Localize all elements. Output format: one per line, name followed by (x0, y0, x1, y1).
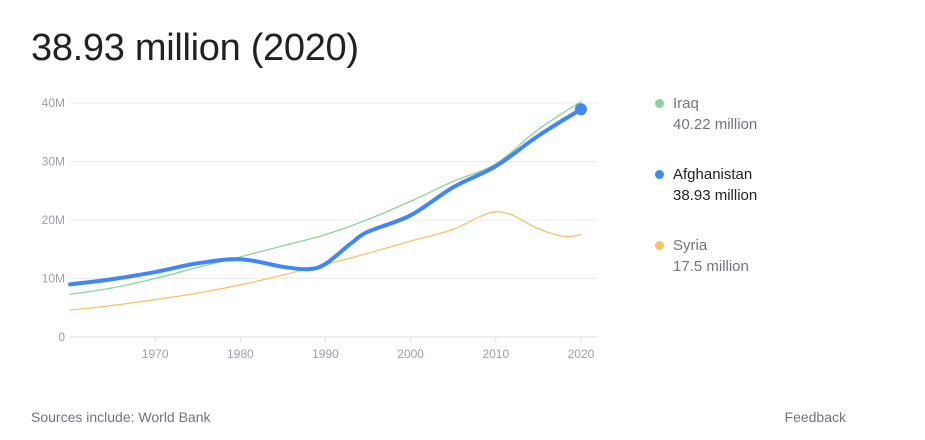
legend-item-afghanistan[interactable]: Afghanistan 38.93 million (655, 165, 895, 206)
y-tick-label: 20M (42, 213, 65, 227)
legend-item-syria[interactable]: Syria 17.5 million (655, 236, 895, 277)
x-tick-label: 1980 (227, 347, 254, 361)
y-tick-label: 10M (42, 272, 65, 286)
y-tick-label: 0 (58, 330, 65, 344)
y-tick-label: 30M (42, 155, 65, 169)
legend-value-afghanistan: 38.93 million (673, 187, 758, 204)
feedback-link[interactable]: Feedback (784, 409, 846, 425)
x-tick-label: 1970 (142, 347, 169, 361)
legend-dot-syria (655, 241, 664, 250)
x-tick-label: 2010 (482, 347, 509, 361)
legend-label-afghanistan: Afghanistan (673, 166, 753, 183)
series-endpoint-afghanistan[interactable] (574, 103, 587, 116)
x-tick-label: 2000 (397, 347, 424, 361)
legend-dot-iraq (655, 99, 664, 108)
legend-dot-afghanistan (655, 170, 664, 179)
x-axis-ticks: 1970 1980 1990 2000 2010 2020 (142, 337, 595, 361)
gridlines (70, 102, 598, 338)
legend-value-syria: 17.5 million (673, 258, 749, 275)
y-tick-label: 40M (42, 96, 65, 110)
series-line-syria[interactable] (69, 211, 582, 311)
sources-note: Sources include: World Bank (31, 409, 211, 425)
x-tick-label: 2020 (568, 347, 595, 361)
series-lines[interactable] (68, 101, 587, 311)
legend-label-syria: Syria (673, 237, 708, 254)
legend-label-iraq: Iraq (673, 95, 699, 112)
legend-value-iraq: 40.22 million (673, 116, 758, 133)
page-title: 38.93 million (2020) (31, 27, 359, 69)
x-tick-label: 1990 (312, 347, 339, 361)
legend: Iraq 40.22 million Afghanistan 38.93 mil… (655, 94, 895, 307)
legend-item-iraq[interactable]: Iraq 40.22 million (655, 94, 895, 135)
y-axis-ticks: 0 10M 20M 30M 40M (42, 96, 66, 344)
series-line-afghanistan[interactable] (68, 107, 583, 287)
